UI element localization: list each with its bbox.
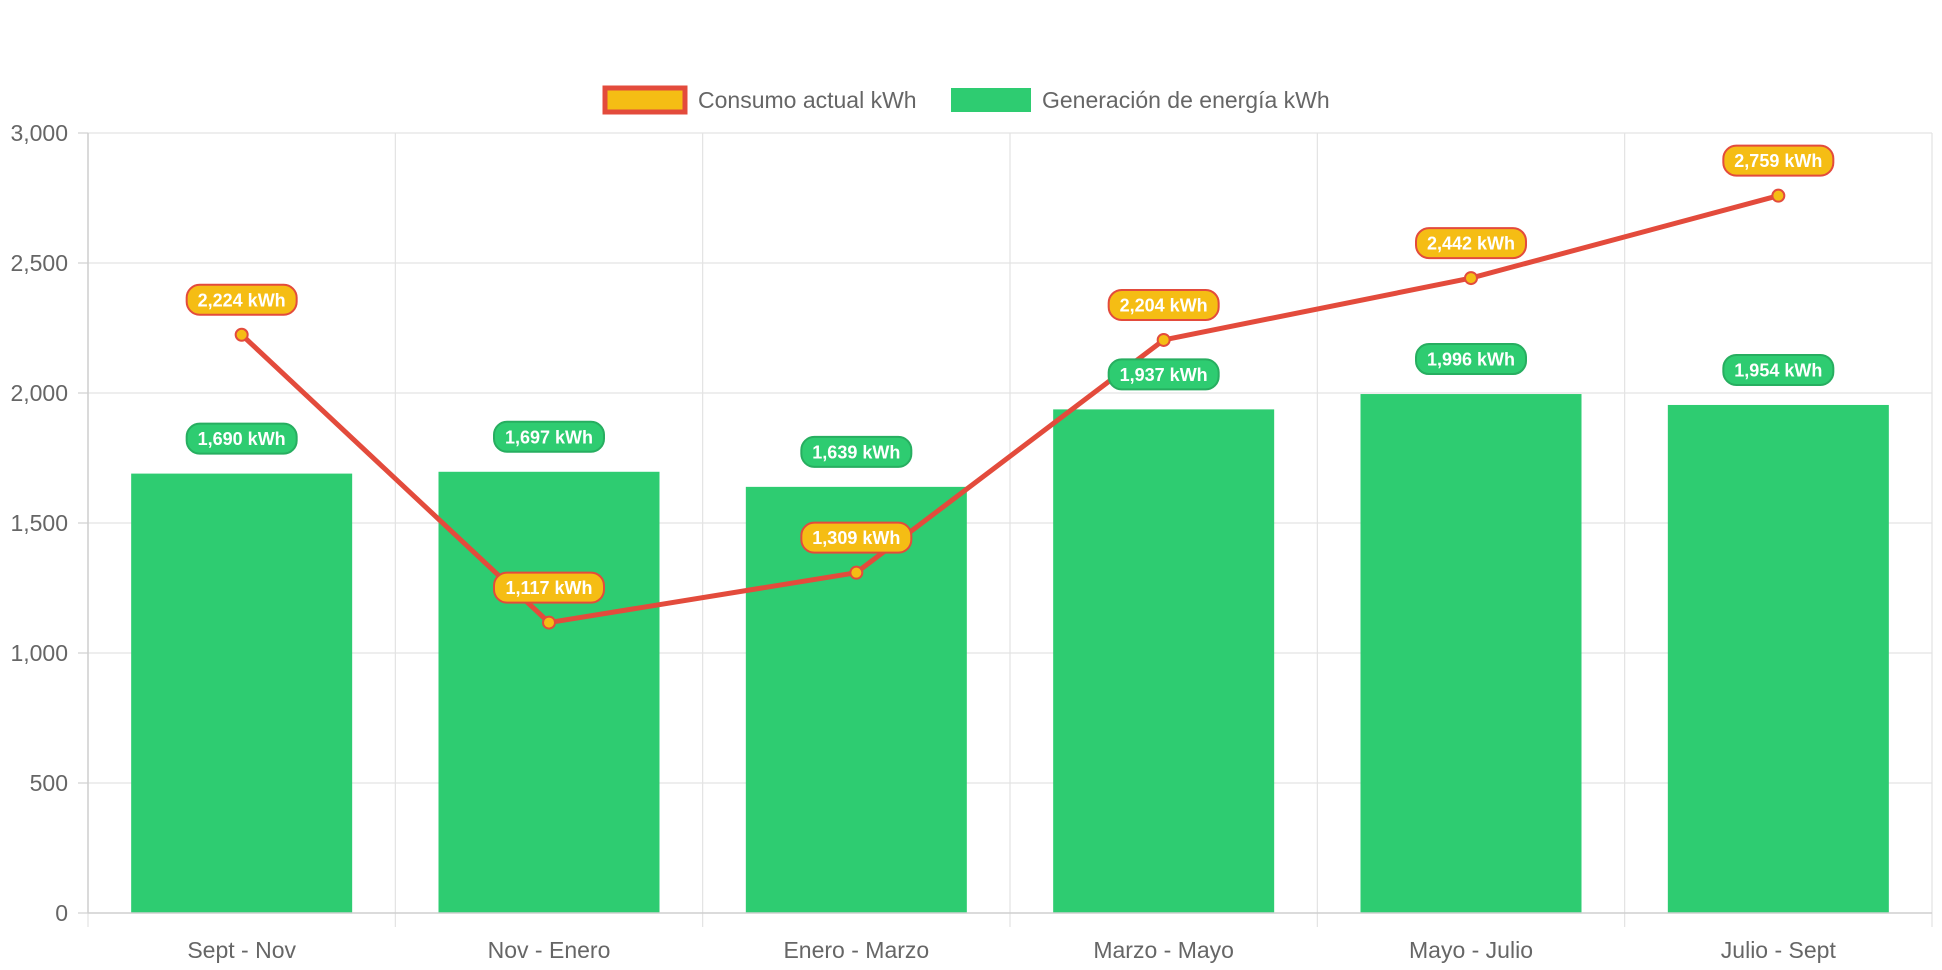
line-data-label-bg xyxy=(1722,144,1835,177)
bar[interactable] xyxy=(1360,394,1582,913)
bar-data-label-bg xyxy=(1415,343,1527,376)
line-path xyxy=(239,193,1779,626)
line-data-label-bg xyxy=(493,571,605,604)
y-tick-label: 0 xyxy=(55,900,68,926)
bar-data-label: 1,639 kWh xyxy=(812,442,900,462)
bar-data-label: 1,954 kWh xyxy=(1734,360,1822,380)
x-tick-label: Marzo - Mayo xyxy=(1093,937,1234,963)
bar-data-label-bg xyxy=(1722,353,1835,386)
x-tick-label: Enero - Marzo xyxy=(783,937,929,963)
bar-data-label-bg xyxy=(800,435,913,468)
legend-swatch-consumo[interactable] xyxy=(602,85,688,115)
bar-data-label-bg xyxy=(1107,358,1220,391)
bar-data-label-bg xyxy=(185,422,298,455)
line-point[interactable] xyxy=(542,615,556,630)
line-data-label-bg xyxy=(1107,288,1220,321)
line-point[interactable] xyxy=(1156,332,1171,347)
bar[interactable] xyxy=(131,473,353,913)
legend-label-generacion[interactable]: Generación de energía kWh xyxy=(1042,87,1330,113)
line-data-label: 1,117 kWh xyxy=(505,578,592,598)
line-data-label-bg xyxy=(1415,227,1527,260)
axes: 0 500 1,000 1,500 2,000 2,500 3,000 Sept - Nov N… xyxy=(10,120,1932,963)
y-tick-label: 1,000 xyxy=(10,640,68,666)
line-data-label: 2,204 kWh xyxy=(1120,295,1208,315)
bar-data-label: 1,690 kWh xyxy=(198,429,286,449)
bar[interactable] xyxy=(1667,404,1889,913)
grid xyxy=(87,132,1933,927)
bar-series xyxy=(131,394,1889,913)
line-data-label-bg xyxy=(185,283,298,316)
line-series xyxy=(234,188,1786,630)
y-tick-label: 2,500 xyxy=(10,250,68,276)
bar[interactable] xyxy=(438,471,660,913)
legend-swatch-generacion[interactable] xyxy=(951,88,1031,112)
y-tick-label: 1,500 xyxy=(10,510,68,536)
x-tick-label: Julio - Sept xyxy=(1721,937,1837,963)
line-point[interactable] xyxy=(849,565,864,580)
line-data-label: 1,309 kWh xyxy=(812,528,900,548)
line-data-label: 2,224 kWh xyxy=(198,290,286,310)
bar[interactable] xyxy=(745,486,967,913)
bar-data-label: 1,996 kWh xyxy=(1427,350,1515,370)
bar-data-label: 1,937 kWh xyxy=(1120,365,1208,385)
legend[interactable]: Consumo actual kWh Generación de energía … xyxy=(602,85,1330,115)
line-data-label: 2,759 kWh xyxy=(1734,151,1822,171)
bar[interactable] xyxy=(1053,409,1275,913)
x-tick-label: Sept - Nov xyxy=(187,937,296,963)
bar-data-label: 1,697 kWh xyxy=(505,427,593,447)
x-tick-label: Mayo - Julio xyxy=(1409,937,1533,963)
y-tick-label: 2,000 xyxy=(10,380,68,406)
y-tick-label: 500 xyxy=(30,770,68,796)
data-labels: 1,690 kWh 1,697 kWh 1,639 kWh 1,937 kWh 1,99… xyxy=(185,144,1835,604)
y-tick-label: 3,000 xyxy=(10,120,68,146)
bar-data-label-bg xyxy=(493,420,605,453)
line-point[interactable] xyxy=(1464,271,1478,286)
line-data-label: 2,442 kWh xyxy=(1427,234,1515,254)
line-point[interactable] xyxy=(234,327,249,342)
x-tick-label: Nov - Enero xyxy=(488,937,611,963)
line-point[interactable] xyxy=(1771,188,1786,203)
line-data-label-bg xyxy=(800,521,913,554)
legend-label-consumo[interactable]: Consumo actual kWh xyxy=(698,87,917,113)
